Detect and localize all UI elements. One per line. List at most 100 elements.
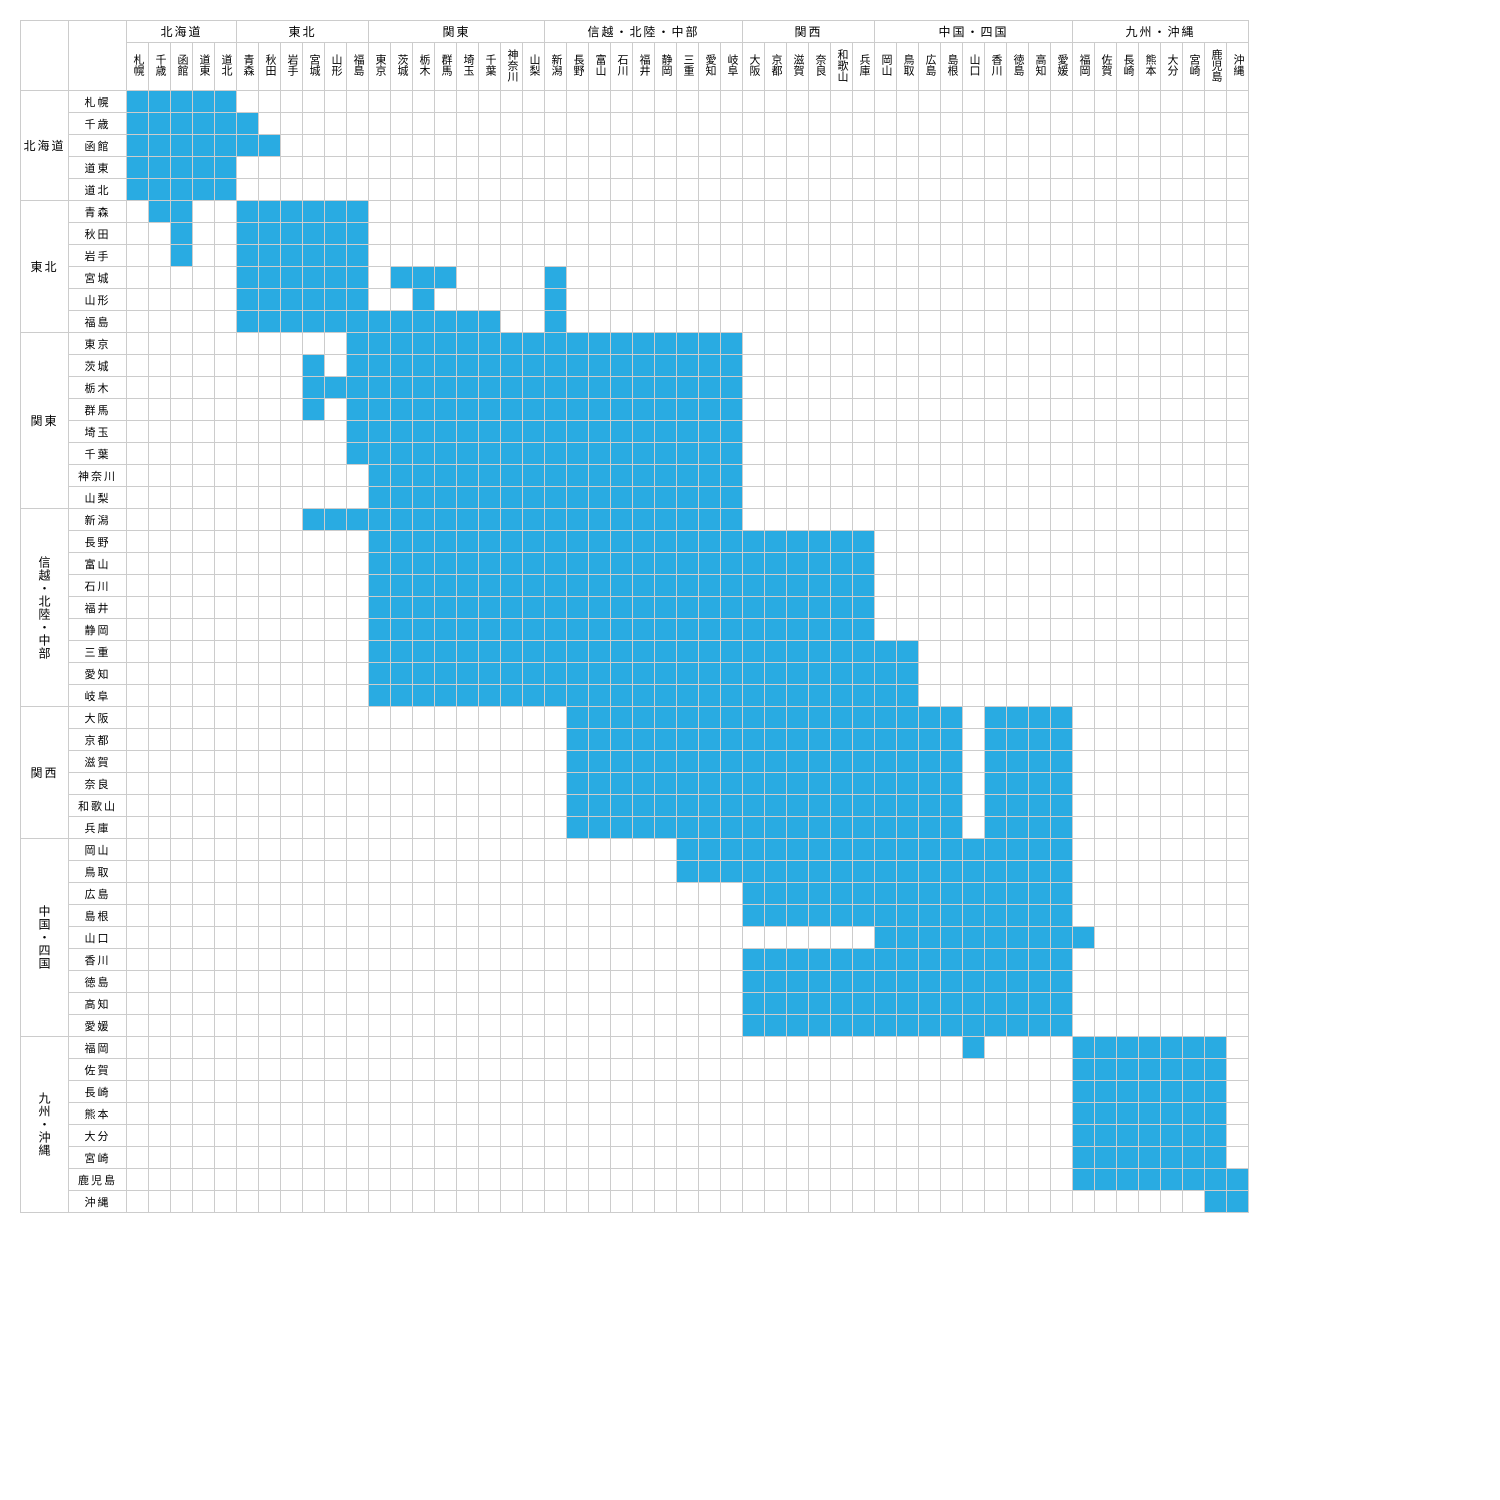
matrix-cell	[743, 333, 765, 355]
matrix-cell	[545, 773, 567, 795]
matrix-cell	[127, 91, 149, 113]
matrix-cell	[721, 113, 743, 135]
matrix-cell	[149, 333, 171, 355]
matrix-cell	[853, 839, 875, 861]
matrix-cell	[721, 443, 743, 465]
matrix-cell	[677, 267, 699, 289]
matrix-cell	[897, 245, 919, 267]
matrix-cell	[941, 487, 963, 509]
matrix-cell	[1183, 817, 1205, 839]
row-label: 愛媛	[69, 1015, 127, 1037]
matrix-cell	[787, 91, 809, 113]
matrix-cell	[193, 245, 215, 267]
table-row: 徳島	[21, 971, 1249, 993]
col-label: 道北	[215, 43, 237, 91]
matrix-cell	[501, 91, 523, 113]
matrix-cell	[149, 619, 171, 641]
matrix-cell	[501, 377, 523, 399]
matrix-cell	[1051, 113, 1073, 135]
matrix-cell	[413, 575, 435, 597]
matrix-cell	[325, 245, 347, 267]
matrix-cell	[501, 113, 523, 135]
matrix-cell	[721, 773, 743, 795]
matrix-cell	[589, 1059, 611, 1081]
matrix-cell	[1139, 1147, 1161, 1169]
matrix-cell	[237, 245, 259, 267]
matrix-cell	[1161, 245, 1183, 267]
matrix-cell	[1139, 1059, 1161, 1081]
matrix-cell	[1095, 1081, 1117, 1103]
matrix-cell	[1051, 377, 1073, 399]
matrix-cell	[787, 553, 809, 575]
matrix-cell	[611, 399, 633, 421]
matrix-cell	[215, 685, 237, 707]
matrix-cell	[1205, 751, 1227, 773]
matrix-cell	[369, 113, 391, 135]
matrix-cell	[413, 531, 435, 553]
matrix-cell	[149, 465, 171, 487]
matrix-cell	[369, 729, 391, 751]
matrix-cell	[523, 597, 545, 619]
matrix-cell	[347, 509, 369, 531]
matrix-cell	[743, 1015, 765, 1037]
matrix-cell	[765, 685, 787, 707]
matrix-cell	[171, 553, 193, 575]
matrix-cell	[1029, 1015, 1051, 1037]
matrix-cell	[897, 553, 919, 575]
matrix-cell	[1073, 883, 1095, 905]
matrix-cell	[237, 663, 259, 685]
matrix-cell	[721, 267, 743, 289]
matrix-cell	[457, 1169, 479, 1191]
matrix-cell	[501, 729, 523, 751]
matrix-cell	[655, 355, 677, 377]
matrix-cell	[523, 311, 545, 333]
col-label: 愛知	[699, 43, 721, 91]
matrix-cell	[369, 597, 391, 619]
matrix-cell	[149, 289, 171, 311]
matrix-cell	[347, 817, 369, 839]
matrix-cell	[1095, 883, 1117, 905]
matrix-cell	[457, 1081, 479, 1103]
matrix-cell	[831, 993, 853, 1015]
row-label: 群馬	[69, 399, 127, 421]
matrix-cell	[567, 685, 589, 707]
matrix-cell	[1073, 707, 1095, 729]
matrix-cell	[699, 905, 721, 927]
matrix-cell	[281, 641, 303, 663]
matrix-cell	[237, 377, 259, 399]
matrix-cell	[391, 1191, 413, 1213]
matrix-cell	[545, 1147, 567, 1169]
matrix-cell	[1073, 443, 1095, 465]
matrix-cell	[897, 1081, 919, 1103]
matrix-cell	[897, 509, 919, 531]
matrix-cell	[1029, 817, 1051, 839]
matrix-cell	[479, 399, 501, 421]
matrix-cell	[1095, 1125, 1117, 1147]
matrix-cell	[677, 839, 699, 861]
matrix-cell	[545, 597, 567, 619]
matrix-cell	[1117, 861, 1139, 883]
matrix-cell	[413, 553, 435, 575]
matrix-cell	[259, 553, 281, 575]
matrix-cell	[171, 157, 193, 179]
matrix-cell	[281, 1103, 303, 1125]
matrix-cell	[325, 729, 347, 751]
matrix-cell	[545, 377, 567, 399]
matrix-cell	[567, 1103, 589, 1125]
matrix-cell	[193, 333, 215, 355]
matrix-cell	[743, 619, 765, 641]
matrix-cell	[589, 685, 611, 707]
matrix-cell	[545, 1059, 567, 1081]
matrix-cell	[215, 201, 237, 223]
matrix-cell	[1227, 311, 1249, 333]
matrix-cell	[831, 179, 853, 201]
matrix-cell	[611, 1081, 633, 1103]
matrix-cell	[677, 773, 699, 795]
matrix-cell	[809, 311, 831, 333]
matrix-cell	[193, 531, 215, 553]
matrix-cell	[1117, 245, 1139, 267]
matrix-cell	[215, 421, 237, 443]
matrix-cell	[127, 355, 149, 377]
matrix-cell	[193, 905, 215, 927]
matrix-cell	[501, 1169, 523, 1191]
